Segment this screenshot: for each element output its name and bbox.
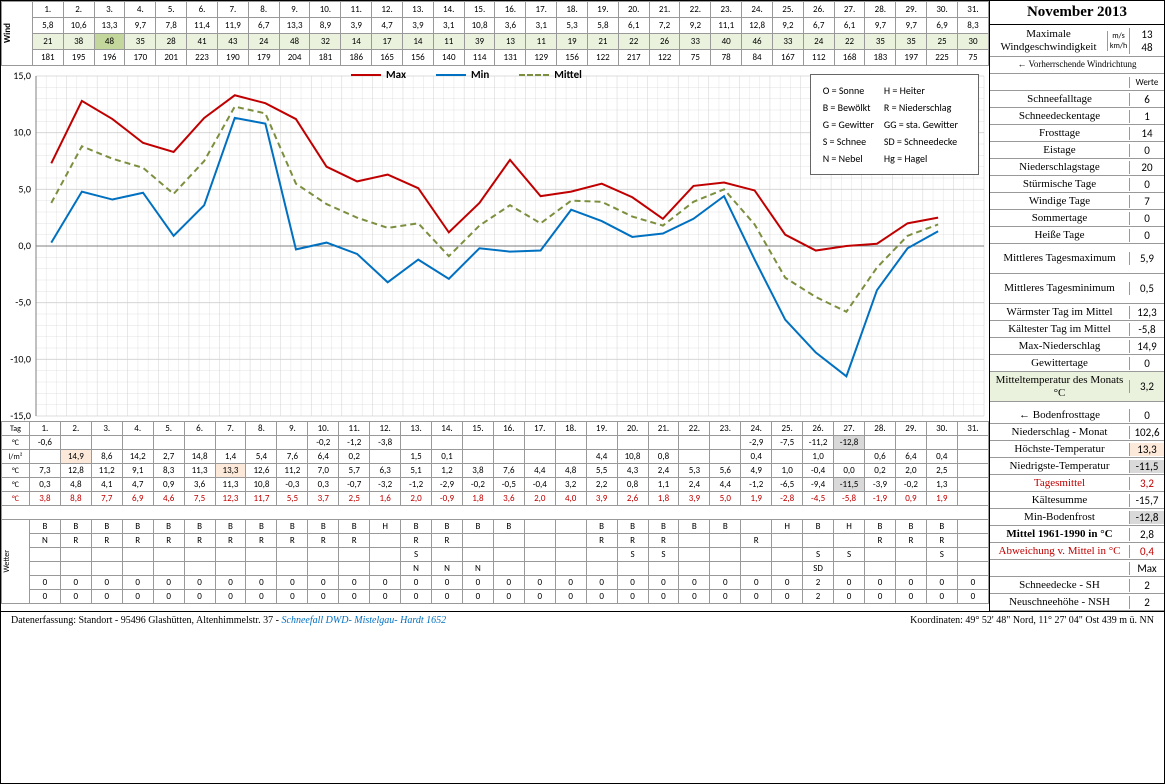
weather-code-legend: O = SonneH = HeiterB = BewölktR = Nieder… <box>810 74 979 175</box>
report-title: November 2013 <box>990 1 1164 25</box>
data-tables: Tag1.2.3.4.5.6.7.8.9.10.11.12.13.14.15.1… <box>1 421 989 604</box>
svg-text:-5,0: -5,0 <box>15 296 31 309</box>
svg-text:-10,0: -10,0 <box>10 352 31 365</box>
footer: Datenerfassung: Standort - 95496 Glashüt… <box>1 611 1164 629</box>
svg-text:-15,0: -15,0 <box>10 409 31 421</box>
stats-panel: November 2013 Maximale Windgeschwindigke… <box>989 1 1164 611</box>
weather-report: Wind1.2.3.4.5.6.7.8.9.10.11.12.13.14.15.… <box>0 0 1165 784</box>
svg-text:0,0: 0,0 <box>18 239 31 252</box>
svg-text:15,0: 15,0 <box>13 69 31 82</box>
svg-text:5,0: 5,0 <box>18 182 31 195</box>
wind-table: Wind1.2.3.4.5.6.7.8.9.10.11.12.13.14.15.… <box>1 1 989 66</box>
chart-legend: Max Min Mittel <box>351 68 582 81</box>
temperature-chart: Max Min Mittel O = SonneH = HeiterB = Be… <box>1 66 989 421</box>
svg-text:10,0: 10,0 <box>13 126 31 139</box>
dwd-link[interactable]: Schneefall DWD- Mistelgau- Hardt 1652 <box>282 615 447 626</box>
